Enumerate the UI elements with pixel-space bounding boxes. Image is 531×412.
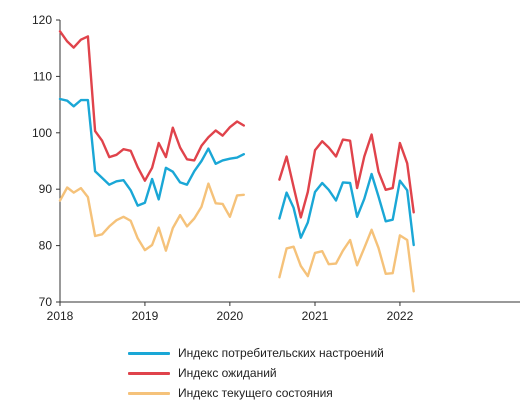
x-tick-label: 2018 [47,309,74,323]
y-axis: 70 80 90 100 110 120 [32,13,61,309]
series-line-1 [58,30,246,182]
series-line-0 [278,172,415,247]
y-tick-label: 90 [39,182,53,196]
legend-item-expectations: Индекс ожиданий [128,363,384,383]
series-line-2 [278,228,415,293]
legend-label: Индекс потребительских настроений [178,346,384,360]
line-chart: 70 80 90 100 110 120 2018 2019 2020 2021 2022 [32,13,520,323]
series-layer [58,30,415,293]
series-line-2 [58,182,246,252]
chart-legend: Индекс потребительских настроений Индекс… [128,343,384,403]
legend-item-consumer-sentiment: Индекс потребительских настроений [128,343,384,363]
x-axis: 2018 2019 2020 2021 2022 [47,301,520,323]
series-line-1 [278,133,415,219]
legend-swatch [128,351,170,355]
x-tick-label: 2020 [217,309,244,323]
legend-label: Индекс текущего состояния [178,386,333,400]
y-tick-label: 110 [33,69,52,83]
x-tick-label: 2021 [302,309,329,323]
legend-item-current-conditions: Индекс текущего состояния [128,383,384,403]
legend-label: Индекс ожиданий [178,366,277,380]
legend-swatch [128,371,170,375]
y-tick-label: 120 [32,13,52,27]
x-tick-label: 2022 [387,309,414,323]
y-tick-label: 70 [39,295,53,309]
legend-swatch [128,391,170,395]
y-tick-label: 100 [32,126,52,140]
series-line-0 [58,97,246,207]
x-tick-label: 2019 [132,309,159,323]
y-tick-label: 80 [39,239,53,253]
